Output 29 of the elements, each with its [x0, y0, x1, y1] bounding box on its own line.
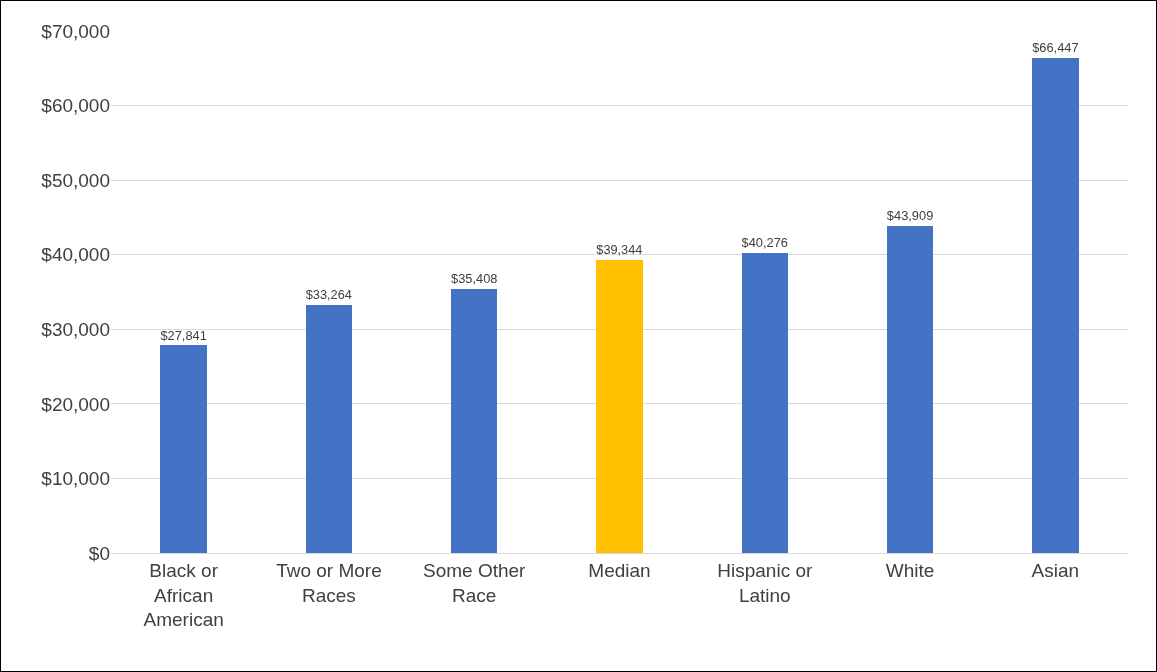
x-tick-label: Some Other Race	[422, 559, 527, 606]
y-tick-label: $70,000	[41, 20, 110, 42]
data-label: $43,909	[886, 207, 934, 223]
y-tick-label: $40,000	[41, 244, 110, 266]
bar	[160, 345, 207, 553]
data-label: $40,276	[741, 234, 788, 250]
bar	[1032, 57, 1079, 553]
y-tick-label: $30,000	[41, 318, 110, 340]
x-tick-label: White	[885, 559, 935, 581]
y-tick-label: $0	[88, 542, 110, 564]
x-tick-label: Two or More Races	[276, 559, 382, 606]
x-tick-label: Hispanic or Latino	[717, 559, 813, 606]
y-tick-label: $10,000	[41, 468, 110, 490]
data-label: $27,841	[160, 327, 207, 343]
x-tick-label: Median	[588, 559, 651, 581]
y-tick-label: $60,000	[41, 95, 110, 117]
data-label: $35,408	[451, 271, 498, 287]
bar	[741, 252, 789, 553]
y-tick-label: $50,000	[41, 169, 110, 191]
data-label: $66,447	[1032, 39, 1079, 55]
bar	[450, 288, 498, 553]
x-tick-label: Asian	[1031, 559, 1080, 581]
data-label: $33,264	[305, 287, 352, 303]
data-label: $39,344	[596, 241, 643, 257]
x-tick-label: Black or African American	[143, 559, 224, 631]
bar	[886, 225, 934, 553]
y-tick-label: $20,000	[41, 393, 110, 415]
bar	[305, 304, 353, 553]
bar	[596, 259, 643, 553]
